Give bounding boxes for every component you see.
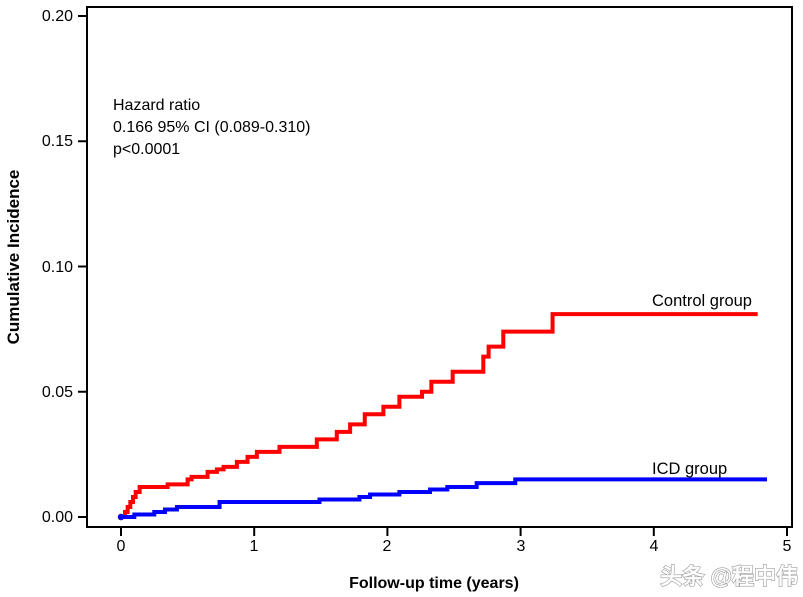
watermark: 头条 @程中伟: [660, 564, 798, 589]
x-tick-label-1: 1: [250, 538, 259, 555]
y-tick-label-2: 0.10: [42, 259, 73, 276]
series-layer: [117, 312, 768, 521]
tick-marks: [78, 15, 788, 536]
x-tick-label-0: 0: [117, 538, 126, 555]
y-axis-title: Cumulative Incidence: [4, 170, 23, 345]
icd-group-origin-marker: [117, 513, 125, 521]
control-group-label: Control group: [652, 292, 752, 310]
x-tick-label-4: 4: [650, 538, 659, 555]
y-tick-label-1: 0.05: [42, 384, 73, 401]
y-tick-label-0: 0.00: [42, 509, 73, 526]
annotation-ci: 0.166 95% CI (0.089-0.310): [113, 119, 310, 136]
annotation-hazard-ratio: Hazard ratio: [113, 97, 200, 114]
icd-group-line: [121, 477, 768, 519]
y-tick-label-3: 0.15: [42, 133, 73, 150]
annotation-pvalue: p<0.0001: [113, 141, 180, 158]
control-group-line: [121, 312, 758, 519]
x-tick-label-2: 2: [383, 538, 392, 555]
x-tick-label-5: 5: [783, 538, 792, 555]
y-tick-label-4: 0.20: [42, 8, 73, 25]
x-tick-label-3: 3: [517, 538, 526, 555]
icd-group-label: ICD group: [652, 460, 727, 478]
x-axis-title: Follow-up time (years): [349, 575, 519, 592]
plot-box: [86, 6, 793, 528]
